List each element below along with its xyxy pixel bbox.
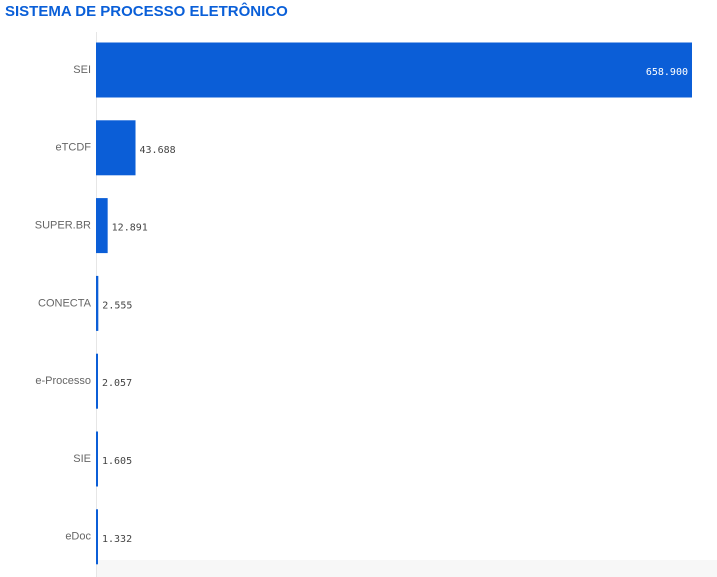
plot-footer	[96, 560, 717, 577]
bar	[96, 275, 99, 331]
bar	[96, 198, 108, 254]
y-tick-label: eTCDF	[56, 142, 92, 154]
y-tick-label: eDoc	[65, 531, 91, 543]
value-label: 2.555	[102, 300, 132, 311]
bar	[96, 431, 98, 487]
value-label: 12.891	[112, 223, 148, 234]
y-tick-label: SIE	[73, 453, 91, 465]
value-label: 1.332	[102, 534, 132, 545]
value-label: 2.057	[102, 378, 132, 389]
y-tick-label: e-Processo	[35, 375, 91, 387]
value-label: 43.688	[140, 145, 176, 156]
bar	[96, 509, 98, 565]
y-tick-label: SEI	[73, 64, 91, 76]
value-label: 1.605	[102, 456, 132, 467]
chart-title: SISTEMA DE PROCESSO ELETRÔNICO	[5, 2, 288, 20]
bar	[96, 42, 692, 98]
bar	[96, 353, 98, 409]
y-tick-label: SUPER.BR	[35, 220, 91, 232]
y-tick-label: CONECTA	[38, 297, 92, 309]
value-label: 658.900	[646, 67, 688, 78]
bar	[96, 120, 136, 176]
